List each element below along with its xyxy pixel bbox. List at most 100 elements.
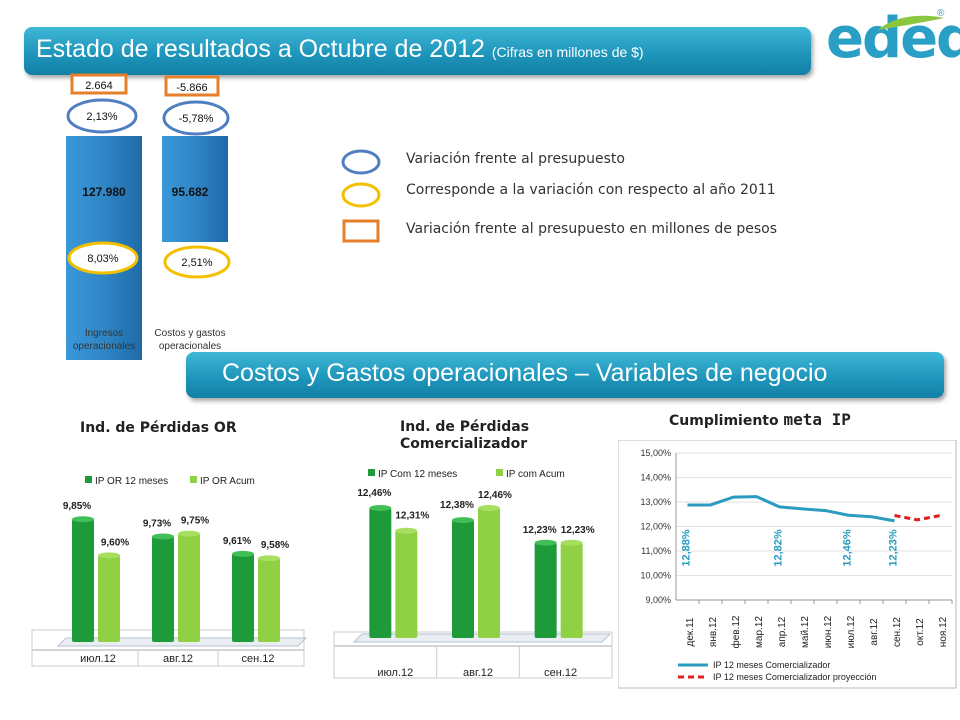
bar-0-1 <box>152 536 174 642</box>
series-line-0 <box>687 495 895 523</box>
category-label-2: сен.12 <box>544 667 577 679</box>
chart1: IP OR 12 meses IP OR Acum 9,85% 9,60% июл.12… <box>31 476 308 667</box>
x-tick-9: сен.12 <box>892 617 903 647</box>
annotation-2: 12,46% <box>842 529 854 567</box>
series-line-1 <box>894 514 941 522</box>
data-label-0-1: 9,73% <box>143 519 171 530</box>
data-label-1-1: 12,46% <box>478 490 512 501</box>
page-subtitle: (Cifras en millones de $) <box>491 44 644 60</box>
bar-0-0 <box>369 508 392 638</box>
legend-budget: Variación frente al presupuesto <box>406 151 625 167</box>
legend-orange-box <box>342 219 380 243</box>
section-banner: Costos y Gastos operacionales – Variable… <box>186 352 944 398</box>
bar-0-2 <box>232 553 254 642</box>
ingresos-budget-variation: 2,13% <box>86 111 117 123</box>
x-tick-6: июн.12 <box>823 615 834 648</box>
bar-1-2 <box>560 542 583 638</box>
x-tick-0: дек.11 <box>685 617 696 646</box>
legend-label-0: IP OR 12 meses <box>95 476 168 487</box>
bar-top-0-1 <box>452 517 474 524</box>
data-label-1-0: 12,31% <box>395 511 429 522</box>
category-label-2: сен.12 <box>242 653 275 665</box>
category-label-1: авг.12 <box>163 653 193 665</box>
data-label-1-0: 9,60% <box>101 537 129 548</box>
legend-label-1: IP com Acum <box>506 469 565 480</box>
bar-top-0-0 <box>72 516 94 523</box>
category-label-0: июл.12 <box>377 667 413 679</box>
legend-blue-ellipse <box>341 149 381 175</box>
bar-1-1 <box>478 508 500 638</box>
ingresos-budget-ellipse <box>66 98 138 134</box>
chart1-title: Ind. de Pérdidas OR <box>80 420 237 436</box>
legend-label-0: IP Com 12 meses <box>378 469 457 480</box>
legend-swatch-1 <box>496 469 503 476</box>
category-label-0: июл.12 <box>80 653 116 665</box>
bar-0-2 <box>534 542 557 638</box>
leaf-icon <box>878 15 944 30</box>
costos-bar <box>162 136 228 242</box>
y-tick-0: 15,00% <box>640 448 671 458</box>
chart3-title: Cumplimiento meta IP <box>669 410 851 429</box>
y-tick-1: 14,00% <box>640 473 671 483</box>
data-label-0-0: 12,46% <box>357 488 391 499</box>
chart2-title-line1: Ind. de Pérdidas <box>400 419 530 435</box>
bar-1-0 <box>395 530 418 638</box>
logo-text: edeq <box>826 6 960 71</box>
data-label-1-1: 9,75% <box>181 516 209 527</box>
costos-millions: -5.866 <box>176 82 207 94</box>
legend-year: Corresponde a la variación con respecto … <box>406 182 776 198</box>
results-chart: 127.980 95.682 2.664 -5.866 2,13% -5,78%… <box>66 73 231 360</box>
x-tick-4: апр.12 <box>777 616 788 647</box>
chart3: 15,00% 14,00% 13,00% 12,00% 11,00% 10,00% 9,00… <box>618 440 957 689</box>
x-tick-8: авг.12 <box>869 618 880 646</box>
costos-label-1: Costos y gastos <box>154 328 225 339</box>
x-tick-11: ноя.12 <box>938 616 949 647</box>
ingresos-millions-box <box>70 73 128 95</box>
x-tick-1: янв.12 <box>708 616 719 647</box>
bar-top-1-0 <box>98 552 120 559</box>
bar-top-1-1 <box>178 530 200 537</box>
data-label-0-2: 12,23% <box>523 525 557 536</box>
registered-mark: ® <box>937 8 945 19</box>
data-label-1-2: 12,23% <box>561 525 595 536</box>
legend-label-1: IP 12 meses Comercializador proyección <box>713 672 876 682</box>
x-tick-3: мар.12 <box>754 616 765 648</box>
legend-shapes <box>341 149 381 243</box>
legend-swatch-0 <box>368 469 375 476</box>
data-label-0-2: 9,61% <box>223 536 251 547</box>
ingresos-value: 127.980 <box>82 185 126 199</box>
costos-year-variation: 2,51% <box>181 257 212 269</box>
bar-1-0 <box>98 555 120 642</box>
annotation-1: 12,82% <box>773 529 785 567</box>
ingresos-millions: 2.664 <box>85 80 113 92</box>
ingresos-label-1: Ingresos <box>85 328 123 339</box>
bar-top-0-2 <box>534 539 557 546</box>
bar-0-1 <box>452 520 474 638</box>
data-label-0-0: 9,85% <box>63 501 91 512</box>
x-tick-7: июл.12 <box>846 615 857 648</box>
legend-label-0: IP 12 meses Comercializador <box>713 660 830 670</box>
costos-value: 95.682 <box>172 185 209 199</box>
edeq-logo: edeq <box>826 6 960 71</box>
y-tick-2: 13,00% <box>640 497 671 507</box>
bar-0-0 <box>72 519 94 642</box>
y-tick-4: 11,00% <box>641 546 671 556</box>
chart2-title: Ind. de Pérdidas Comercializador <box>400 419 529 453</box>
bar-top-1-2 <box>258 555 280 562</box>
header-banner: Estado de resultados a Octubre de 2012 (… <box>24 27 811 75</box>
bar-1-2 <box>258 558 280 642</box>
page-title: Estado de resultados a Octubre de 2012 <box>36 35 485 63</box>
ingresos-year-variation: 8,03% <box>87 253 118 265</box>
y-tick-6: 9,00% <box>645 595 671 605</box>
x-tick-5: май.12 <box>800 616 811 648</box>
annotation-0: 12,88% <box>681 529 693 567</box>
ingresos-year-ellipse <box>67 241 139 275</box>
bar-top-1-0 <box>395 527 418 534</box>
x-tick-10: окт.12 <box>915 618 926 646</box>
legend-millions: Variación frente al presupuesto en millo… <box>406 221 778 237</box>
bar-top-0-0 <box>369 505 392 512</box>
costos-millions-box <box>164 75 220 97</box>
chart3-title-prefix: Cumplimiento <box>669 413 784 429</box>
bar-top-1-1 <box>478 505 500 512</box>
costos-label-2: operacionales <box>159 341 221 352</box>
